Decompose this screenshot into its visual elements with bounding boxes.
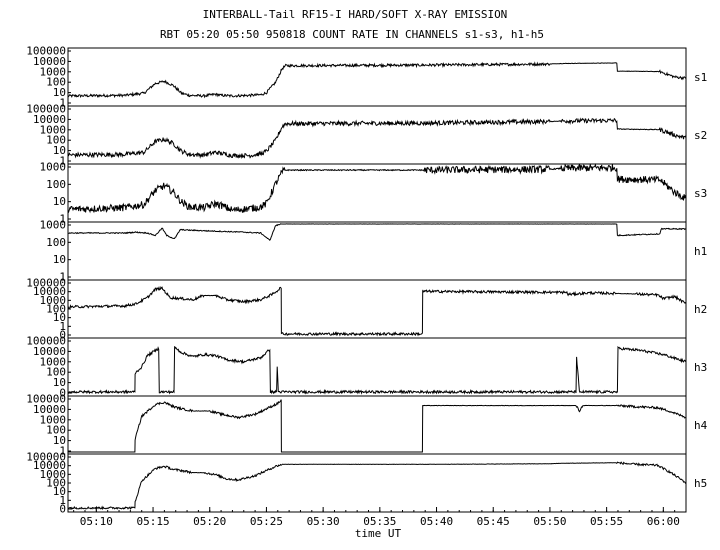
channel-label: h2 xyxy=(694,303,707,316)
y-tick-label: 100 xyxy=(46,366,66,379)
y-tick-label: 100000 xyxy=(26,451,66,464)
channel-label: s2 xyxy=(694,129,707,142)
series-line-h3 xyxy=(67,345,687,395)
y-tick-label: 100 xyxy=(46,236,66,249)
x-axis-label: time UT xyxy=(355,527,402,540)
channel-label: h5 xyxy=(694,477,707,490)
y-tick-label: 100 xyxy=(46,134,66,147)
channel-label: s1 xyxy=(694,71,707,84)
x-tick-label: 05:55 xyxy=(590,515,623,528)
y-tick-label: 1000 xyxy=(40,294,67,307)
series-line-s3 xyxy=(67,163,687,214)
x-tick-label: 05:50 xyxy=(533,515,566,528)
y-tick-label: 1 xyxy=(59,97,66,110)
y-tick-label: 1000 xyxy=(40,161,67,174)
y-tick-label: 100000 xyxy=(26,277,66,290)
series-line-s1 xyxy=(67,61,687,99)
series-line-h4 xyxy=(68,399,687,453)
y-tick-label: 1000 xyxy=(40,65,67,78)
y-tick-label: 1 xyxy=(59,271,66,284)
panel-frame xyxy=(67,395,687,455)
y-tick-label: 1 xyxy=(59,445,66,458)
channel-label: h1 xyxy=(694,245,707,258)
series-line-h1 xyxy=(67,223,686,242)
y-tick-label: 1000 xyxy=(40,219,67,232)
x-tick-label: 06:00 xyxy=(647,515,680,528)
y-tick-label: 100 xyxy=(46,477,66,490)
series-line-s2 xyxy=(67,117,687,160)
y-tick-label: 10 xyxy=(53,144,66,157)
y-tick-label: 1 xyxy=(59,155,66,168)
y-tick-label: 100000 xyxy=(26,393,66,406)
y-tick-label: 1 xyxy=(59,494,66,507)
y-tick-label: 10000 xyxy=(33,113,66,126)
panel-frame xyxy=(67,163,687,223)
series-line-h5 xyxy=(68,461,687,511)
chart-subtitle: RBT 05:20 05:50 950818 COUNT RATE IN CHA… xyxy=(160,28,544,41)
channel-label: s3 xyxy=(694,187,707,200)
panel-frame xyxy=(67,105,687,165)
y-tick-label: 100 xyxy=(46,424,66,437)
y-tick-label: 100000 xyxy=(26,45,66,58)
y-tick-label: 10000 xyxy=(33,345,66,358)
y-tick-label: 10 xyxy=(53,253,66,266)
x-tick-label: 05:25 xyxy=(250,515,283,528)
x-tick-label: 05:10 xyxy=(80,515,113,528)
x-tick-label: 05:30 xyxy=(307,515,340,528)
chart-title: INTERBALL-Tail RF15-I HARD/SOFT X-RAY EM… xyxy=(203,8,508,21)
y-tick-label: 0 xyxy=(59,503,66,516)
y-tick-label: 1000 xyxy=(40,468,67,481)
y-tick-label: 10 xyxy=(53,376,66,389)
y-tick-label: 10 xyxy=(53,485,66,498)
y-tick-label: 10000 xyxy=(33,285,66,298)
y-tick-label: 1000 xyxy=(40,355,67,368)
y-tick-label: 100 xyxy=(46,178,66,191)
y-tick-label: 100000 xyxy=(26,335,66,348)
channel-label: h4 xyxy=(694,419,708,432)
y-tick-label: 100 xyxy=(46,76,66,89)
x-tick-label: 05:40 xyxy=(420,515,453,528)
y-tick-label: 1 xyxy=(59,213,66,226)
y-tick-label: 100000 xyxy=(26,103,66,116)
y-tick-label: 10 xyxy=(53,311,66,324)
y-tick-label: 1 xyxy=(59,320,66,333)
x-tick-label: 05:20 xyxy=(193,515,226,528)
x-ticks-layer: 05:10 05:15 05:20 05:25 05:30 05:35 05:40 05:45… xyxy=(73,507,687,528)
y-tick-label: 1000 xyxy=(40,123,67,136)
y-tick-label: 10 xyxy=(53,434,66,447)
y-tick-label: 0 xyxy=(59,329,66,342)
x-tick-label: 05:35 xyxy=(363,515,396,528)
y-tick-label: 100 xyxy=(46,303,66,316)
panels-layer: 100000100001000100101s110000010000100010… xyxy=(26,45,707,516)
panel-frame xyxy=(67,47,687,107)
panel-frame xyxy=(67,221,687,281)
y-tick-label: 10000 xyxy=(33,459,66,472)
panel-frame xyxy=(67,337,687,397)
y-tick-label: 0 xyxy=(59,387,66,400)
y-tick-label: 10000 xyxy=(33,403,66,416)
x-tick-label: 05:15 xyxy=(136,515,169,528)
y-tick-label: 10000 xyxy=(33,55,66,68)
y-tick-label: 10 xyxy=(53,195,66,208)
x-tick-label: 05:45 xyxy=(477,515,510,528)
y-tick-label: 1000 xyxy=(40,413,67,426)
panel-s3: 1000 100 10 1 s3 xyxy=(40,161,708,226)
y-tick-label: 10 xyxy=(53,86,66,99)
channel-label: h3 xyxy=(694,361,707,374)
series-line-h2 xyxy=(67,285,687,337)
panel-h1: 1000 100 10 1 h1 xyxy=(40,219,708,284)
